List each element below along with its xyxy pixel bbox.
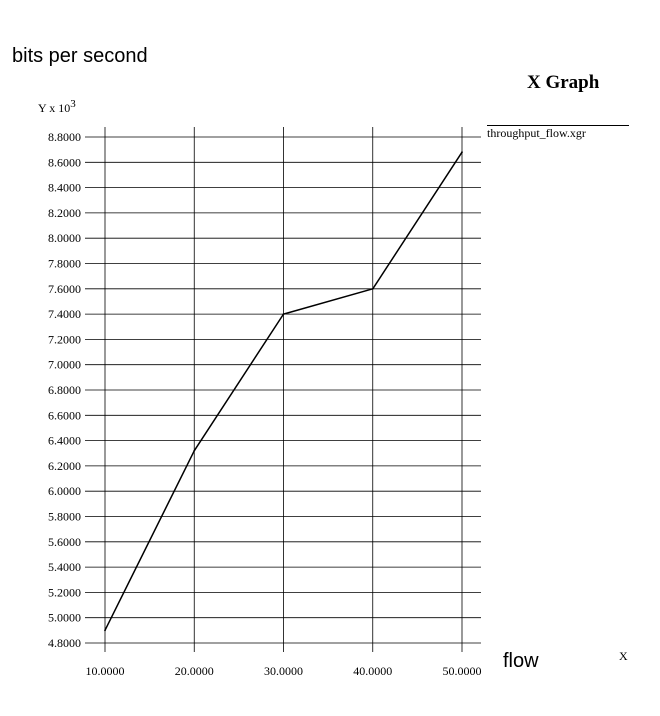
y-tick-label: 5.0000 <box>48 611 81 625</box>
y-axis-title: bits per second <box>12 45 148 67</box>
legend-line-swatch <box>487 125 629 126</box>
x-axis-title: flow <box>503 650 539 672</box>
data-point <box>461 151 463 154</box>
y-tick-label: 5.8000 <box>48 510 81 524</box>
x-tick-label: 20.0000 <box>175 664 214 678</box>
y-tick-label: 6.2000 <box>48 459 81 473</box>
y-tick-label: 4.8000 <box>48 636 81 650</box>
y-tick-label: 8.4000 <box>48 181 81 195</box>
legend-entry-label: throughput_flow.xgr <box>487 126 586 140</box>
y-tick-label: 8.0000 <box>48 231 81 245</box>
y-tick-label: 7.8000 <box>48 257 81 271</box>
data-point <box>371 287 374 290</box>
data-point <box>193 449 196 452</box>
x-tick-label: 30.0000 <box>264 664 303 678</box>
y-unit-prefix: Y x 10 <box>38 101 71 115</box>
data-point <box>104 629 106 632</box>
x-tick-labels: 10.0000 20.0000 30.0000 40.0000 50.0000 <box>86 664 482 678</box>
y-tick-label: 6.4000 <box>48 434 81 448</box>
y-tick-label: 6.0000 <box>48 484 81 498</box>
y-tick-label: 6.8000 <box>48 383 81 397</box>
y-tick-label: 8.8000 <box>48 130 81 144</box>
data-point <box>282 313 285 315</box>
y-tick-label: 8.6000 <box>48 155 81 169</box>
y-tick-label: 5.2000 <box>48 585 81 599</box>
y-tick-label: 6.6000 <box>48 408 81 422</box>
x-tick-label: 40.0000 <box>353 664 392 678</box>
grid-lines <box>85 127 481 652</box>
y-tick-label: 5.6000 <box>48 535 81 549</box>
y-tick-labels: 4.8000 5.0000 5.2000 5.4000 5.6000 5.8000 6.00… <box>48 130 81 650</box>
y-tick-label: 5.4000 <box>48 560 81 574</box>
y-axis-unit: Y x 103 <box>38 98 76 116</box>
y-tick-label: 7.4000 <box>48 307 81 321</box>
y-unit-exponent: 3 <box>70 98 76 110</box>
x-tick-label: 50.0000 <box>443 664 482 678</box>
y-tick-label: 8.2000 <box>48 206 81 220</box>
y-tick-label: 7.2000 <box>48 332 81 346</box>
x-tick-label: 10.0000 <box>86 664 125 678</box>
series-group <box>104 151 463 632</box>
x-axis-unit: X <box>619 649 628 663</box>
chart-title: X Graph <box>527 72 600 93</box>
y-tick-label: 7.0000 <box>48 358 81 372</box>
y-tick-label: 7.6000 <box>48 282 81 296</box>
